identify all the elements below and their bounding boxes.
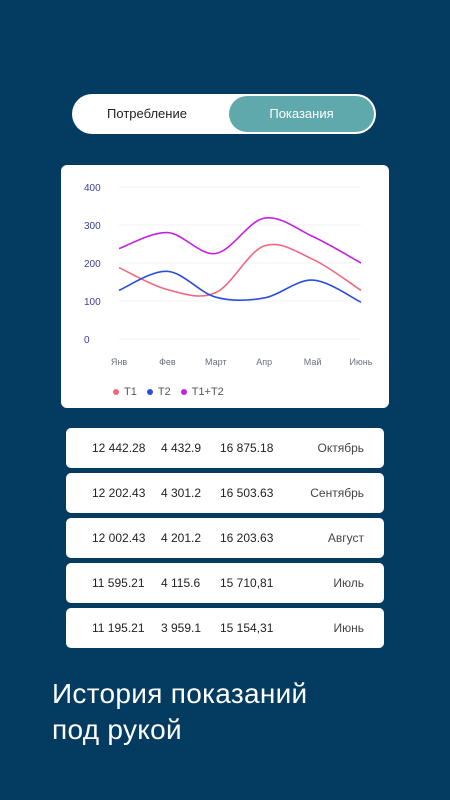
chart-legend: T1 T2 T1+T2 — [113, 385, 224, 399]
reading-t1: 11 195.21 — [92, 621, 145, 635]
legend-label: T1 — [124, 386, 137, 398]
reading-t1: 12 002.43 — [92, 531, 146, 545]
headline-line-1: История показаний — [52, 678, 308, 709]
reading-month: Июнь — [333, 621, 364, 635]
series-line-t1 — [118, 243, 362, 297]
reading-t2: 4 115.6 — [161, 576, 201, 590]
legend-dot-icon — [113, 389, 119, 395]
legend-item: T2 — [146, 385, 171, 399]
reading-t1: 11 595.21 — [92, 576, 145, 590]
x-tick-label: Янв — [111, 357, 127, 367]
chart-card: 400 300 200 100 0 Янв Фев Март Апр Май Июнь T1 T2 T1… — [61, 165, 389, 408]
x-tick-label: Май — [304, 357, 322, 367]
legend-item: T1+T2 — [180, 385, 224, 399]
legend-dot-icon — [180, 389, 187, 395]
reading-month: Июль — [333, 576, 364, 590]
y-tick-label: 100 — [84, 297, 101, 308]
y-tick-label: 300 — [84, 221, 101, 232]
reading-t1: 12 202.43 — [92, 486, 146, 500]
reading-total: 16 203.63 — [220, 531, 274, 545]
series-line-t1-t2 — [118, 217, 362, 264]
legend-label: T2 — [157, 386, 171, 398]
series-line-t2 — [118, 270, 362, 303]
x-tick-label: Апр — [256, 357, 272, 367]
reading-month: Август — [327, 531, 364, 545]
reading-row[interactable]: 12 002.43 4 201.2 16 203.63 Август — [66, 518, 384, 558]
headline: История показаний под рукой — [52, 676, 412, 748]
headline-line-2: под рукой — [52, 714, 182, 745]
legend-label: T1+T2 — [191, 386, 224, 398]
y-tick-label: 200 — [84, 259, 101, 270]
reading-t1: 12 442.28 — [92, 441, 146, 455]
reading-row[interactable]: 12 442.28 4 432.9 16 875.18 Октябрь — [66, 428, 384, 468]
reading-row[interactable]: 11 595.21 4 115.6 15 710,81 Июль — [66, 563, 384, 603]
reading-row[interactable]: 11 195.21 3 959.1 15 154,31 Июнь — [66, 608, 384, 648]
reading-month: Сентябрь — [310, 486, 364, 500]
reading-total: 16 875.18 — [220, 441, 274, 455]
x-tick-label: Март — [205, 357, 227, 367]
reading-t2: 3 959.1 — [161, 621, 202, 635]
readings-chart: 400 300 200 100 0 Янв Фев Март Апр Май Июнь — [84, 183, 373, 367]
reading-total: 15 154,31 — [220, 621, 274, 635]
reading-row[interactable]: 12 202.43 4 301.2 16 503.63 Сентябрь — [66, 473, 384, 513]
reading-total: 15 710,81 — [220, 576, 274, 590]
legend-item: T1 — [113, 385, 137, 399]
x-tick-label: Июнь — [350, 357, 373, 367]
tab-readings[interactable]: Показания — [229, 96, 374, 132]
tab-consumption[interactable]: Потребление — [107, 106, 187, 121]
reading-t2: 4 432.9 — [161, 441, 202, 455]
reading-t2: 4 201.2 — [161, 531, 202, 545]
reading-month: Октябрь — [317, 441, 364, 455]
legend-dot-icon — [146, 389, 153, 395]
reading-total: 16 503.63 — [220, 486, 274, 500]
x-tick-label: Фев — [159, 357, 176, 367]
reading-t2: 4 301.2 — [161, 486, 202, 500]
y-tick-label: 0 — [84, 335, 90, 346]
y-tick-label: 400 — [84, 183, 101, 194]
view-toggle: Потребление Показания — [72, 94, 376, 134]
